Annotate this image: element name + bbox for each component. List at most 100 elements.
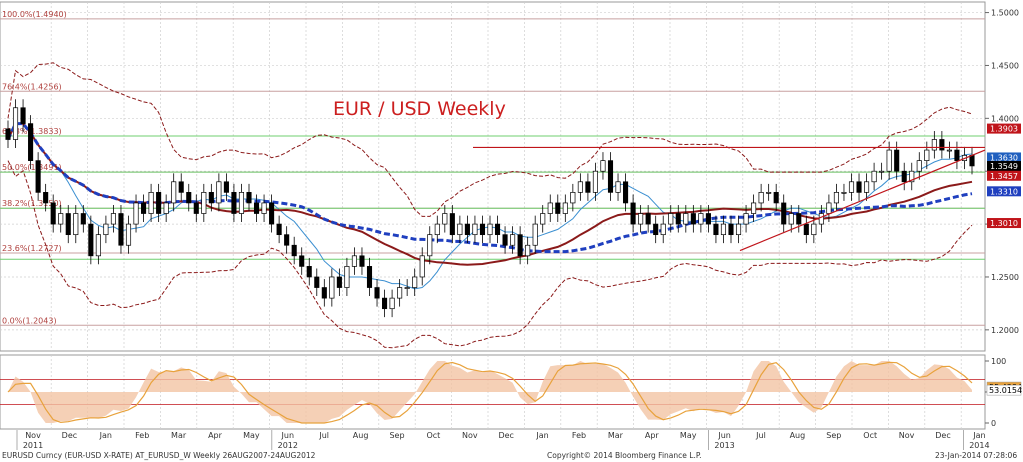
month-label: Sep [389, 431, 404, 440]
candle-body [758, 192, 764, 204]
candle-body [321, 287, 327, 299]
candle-body [728, 223, 734, 236]
candle-body [705, 213, 711, 225]
candle-body [65, 213, 71, 236]
candle-body [193, 202, 199, 214]
price-tag-label: 1.3903 [990, 125, 1018, 134]
candle-body [464, 223, 470, 236]
candle-body [532, 223, 538, 246]
candle-body [871, 170, 877, 183]
price-tag-box [987, 161, 1021, 172]
price-tag-box [987, 186, 1021, 197]
price-tag-box [987, 152, 1021, 163]
candle-body [547, 202, 553, 214]
month-label: Jun [281, 431, 295, 440]
month-label: May [680, 431, 697, 440]
month-label: Nov [462, 431, 478, 440]
candle-body [397, 287, 403, 299]
candle-body [186, 192, 192, 204]
candle-body [487, 223, 493, 236]
candle-body [88, 223, 94, 257]
candle-body [909, 170, 915, 183]
candle-body [479, 223, 486, 236]
candle-body [600, 160, 606, 172]
candle-body [442, 213, 448, 225]
month-label: Dec [62, 431, 77, 440]
candle-body [811, 223, 817, 236]
candle-body [336, 276, 342, 288]
price-tag-label: 1.3549 [990, 162, 1018, 171]
price-tag-label: 1.3630 [990, 153, 1018, 162]
candle-body [788, 213, 794, 225]
candle-body [314, 276, 320, 288]
year-label: 2013 [714, 441, 734, 450]
month-label: Mar [608, 431, 624, 440]
candle-body [133, 202, 139, 225]
candle-body [510, 234, 516, 246]
price-tick-label: 1.2500 [991, 273, 1019, 282]
candle-body [577, 181, 583, 193]
candle-body [592, 170, 598, 193]
month-label: May [243, 431, 260, 440]
candle-body [118, 213, 124, 246]
candle-body [743, 213, 749, 225]
candle-body [773, 192, 779, 204]
fib-label: 23.6%(1.2727) [2, 244, 62, 253]
oscillator: 10050055.428453.0154 [0, 357, 1022, 428]
osc-tick-label: 100 [991, 357, 1006, 366]
candle-body [404, 287, 410, 289]
price-tag-box [987, 123, 1021, 134]
month-label: Jan [99, 431, 112, 440]
osc-area [8, 361, 972, 423]
candle-body [382, 297, 388, 310]
candle-body [73, 213, 79, 236]
candle-body [630, 202, 636, 225]
year-label: 2011 [23, 441, 43, 450]
time-axis: Nov Dec Jan Feb Mar Apr May Jun Jul Aug Sep Oct Nov D… [16, 430, 990, 450]
candle-body [80, 213, 86, 225]
candle-body [238, 192, 245, 214]
month-label: Nov [25, 431, 41, 440]
footer-copyright: Copyright© 2014 Bloomberg Finance L.P. [547, 451, 702, 460]
candle-body [374, 287, 380, 299]
candle-body [683, 213, 689, 225]
candle-body [389, 297, 395, 310]
candle-body [201, 192, 207, 214]
year-label: 2014 [969, 441, 989, 450]
year-label: 2012 [278, 441, 298, 450]
candle-body [841, 192, 847, 194]
candle-body [223, 181, 229, 193]
candle-body [276, 223, 282, 236]
rising-trend-line [739, 149, 986, 252]
candle-body [457, 223, 463, 236]
candle-body [864, 181, 870, 193]
month-label: Dec [935, 431, 950, 440]
fib-label: 76.4%(1.4256) [2, 82, 62, 91]
candle-body [344, 266, 350, 288]
candle-body [359, 255, 365, 267]
candle-body [253, 202, 260, 214]
candle-body [261, 202, 267, 214]
candle-body [886, 149, 892, 172]
candle-body [751, 202, 757, 214]
candle-body [178, 181, 184, 193]
candle-body [894, 149, 900, 172]
candle-body [141, 202, 147, 214]
month-label: Jun [717, 431, 731, 440]
price-tick-label: 1.4000 [991, 114, 1019, 123]
candle-body [284, 234, 290, 246]
candle-body [615, 181, 621, 193]
month-label: Jul [318, 431, 329, 440]
candle-body [28, 123, 34, 161]
candle-body [502, 234, 508, 246]
bollinger-lower [7, 160, 973, 349]
month-label: Dec [498, 431, 513, 440]
month-label: Apr [208, 431, 223, 440]
candle-body [848, 181, 855, 193]
candle-body [412, 276, 418, 288]
candle-body [103, 223, 109, 236]
candle-body [713, 223, 719, 236]
candle-body [946, 149, 952, 152]
bollinger-bands [7, 62, 973, 349]
